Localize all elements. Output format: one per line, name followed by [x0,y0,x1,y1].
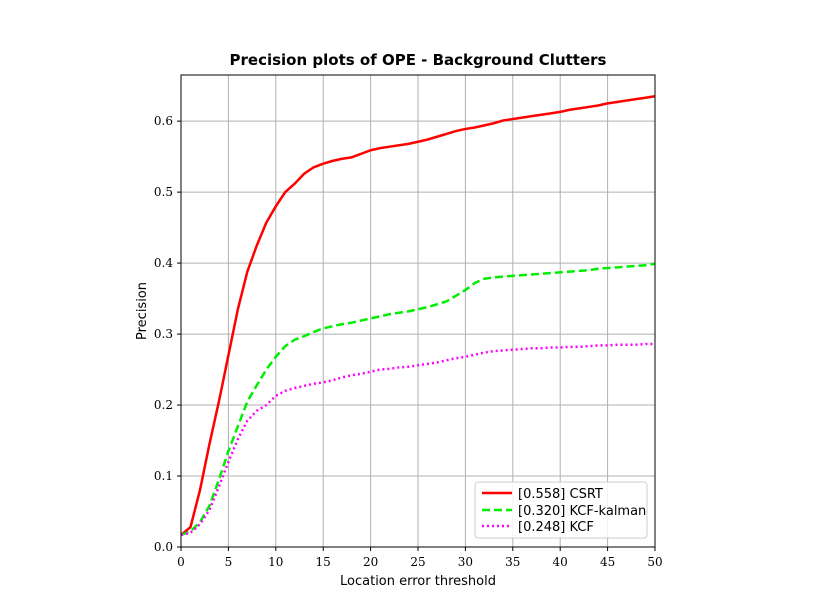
legend-label-kcf: [0.248] KCF [518,520,594,535]
x-tick-label: 5 [225,555,233,569]
x-tick-label: 15 [316,555,331,569]
x-tick-label: 20 [363,555,378,569]
x-tick-label: 25 [410,555,425,569]
legend: [0.558] CSRT [0.320] KCF-kalman [0.248] … [474,481,648,539]
legend-label-csrt: [0.558] CSRT [518,487,603,502]
y-tick-label: 0.0 [154,540,173,554]
series-line-2 [180,342,655,537]
x-tick-label: 35 [505,555,520,569]
y-tick-label: 0.1 [154,469,173,483]
y-tick-label: 0.3 [154,327,173,341]
y-tick-label: 0.5 [154,185,173,199]
y-axis-label: Precision [135,282,150,340]
series-line-0 [180,95,656,536]
y-tick-label: 0.2 [154,398,173,412]
x-tick-label: 10 [268,555,283,569]
x-tick-label: 30 [458,555,473,569]
axis-ticks: 0 5 10 15 20 25 30 35 40 45 50 0.0 0.1 0.2 0.3 0.4 0.5 0.… [154,114,663,569]
x-tick-label: 40 [553,555,568,569]
grid-lines [180,75,656,548]
chart-title: Precision plots of OPE - Background Clut… [230,51,607,69]
x-tick-label: 0 [177,555,185,569]
legend-label-kcf-kalman: [0.320] KCF-kalman [518,504,646,519]
y-tick-label: 0.4 [154,256,173,270]
y-tick-label: 0.6 [154,114,173,128]
x-tick-label: 50 [647,555,662,569]
x-tick-label: 45 [600,555,615,569]
series-layer [180,95,656,537]
legend-box [474,481,648,539]
x-axis-label: Location error threshold [340,574,496,589]
